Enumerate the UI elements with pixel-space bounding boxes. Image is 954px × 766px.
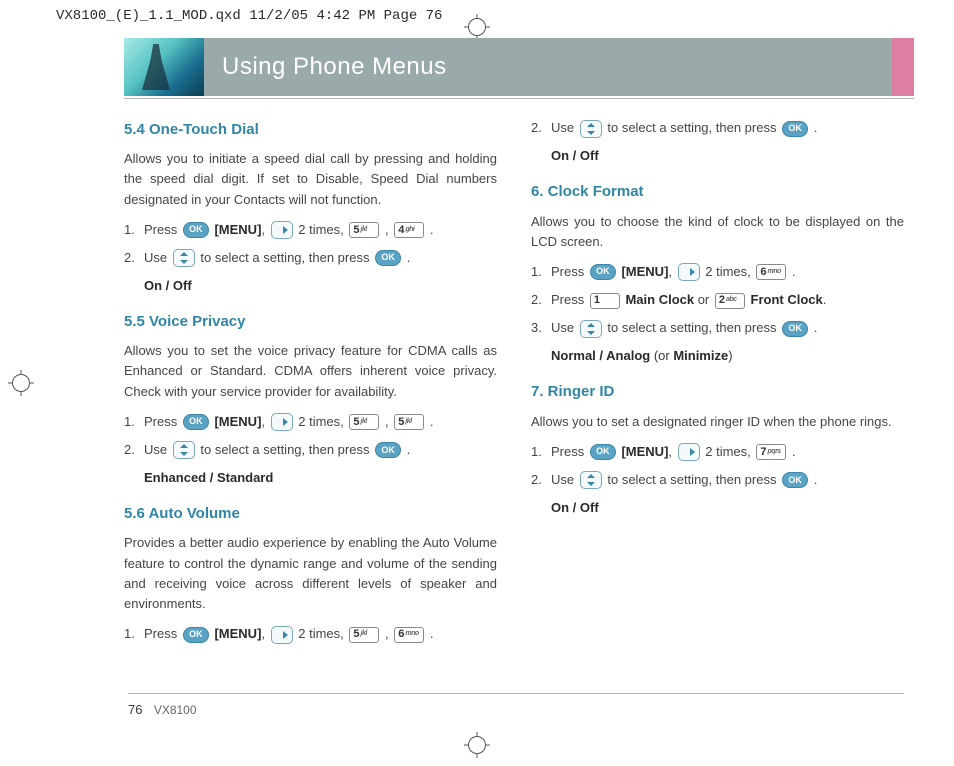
ok-key-icon: OK — [590, 444, 616, 460]
body-6: Allows you to choose the kind of clock t… — [531, 212, 904, 252]
step-6-1: 1. Press OK [MENU], 2 times, 6mno . — [531, 262, 904, 282]
left-column: 5.4 One-Touch Dial Allows you to initiat… — [124, 118, 497, 652]
ok-key-icon: OK — [183, 222, 209, 238]
step-6-3: 3. Use to select a setting, then press O… — [531, 318, 904, 338]
content-columns: 5.4 One-Touch Dial Allows you to initiat… — [124, 118, 904, 652]
ok-key-icon: OK — [782, 321, 808, 337]
crop-mark-left — [8, 370, 34, 396]
nav-right-icon — [678, 443, 700, 461]
right-column: 2. Use to select a setting, then press O… — [531, 118, 904, 652]
crop-mark-top — [464, 14, 490, 40]
options-5-4: On / Off — [144, 276, 497, 296]
step-6-2: 2. Press 1 Main Clock or 2abc Front Cloc… — [531, 290, 904, 310]
ok-key-icon: OK — [183, 627, 209, 643]
options-6: Normal / Analog (or Minimize) — [551, 346, 904, 366]
key-6-icon: 6mno — [394, 627, 424, 643]
nav-updown-icon — [173, 441, 195, 459]
nav-right-icon — [271, 413, 293, 431]
body-5-5: Allows you to set the voice privacy feat… — [124, 341, 497, 401]
key-6-icon: 6mno — [756, 264, 786, 280]
key-5-icon: 5jkl — [394, 414, 424, 430]
nav-updown-icon — [580, 471, 602, 489]
page-footer: 76 VX8100 — [128, 693, 904, 720]
options-5-6: On / Off — [551, 146, 904, 166]
step-5-5-2: 2. Use to select a setting, then press O… — [124, 440, 497, 460]
body-5-6: Provides a better audio experience by en… — [124, 533, 497, 614]
crop-mark-header: VX8100_(E)_1.1_MOD.qxd 11/2/05 4:42 PM P… — [56, 6, 442, 28]
crop-mark-bottom — [464, 732, 490, 758]
heading-6: 6. Clock Format — [531, 180, 904, 203]
key-1-icon: 1 — [590, 293, 620, 309]
body-7: Allows you to set a designated ringer ID… — [531, 412, 904, 432]
heading-5-4: 5.4 One-Touch Dial — [124, 118, 497, 141]
step-5-6-2: 2. Use to select a setting, then press O… — [531, 118, 904, 138]
nav-updown-icon — [580, 320, 602, 338]
step-7-1: 1. Press OK [MENU], 2 times, 7pqrs . — [531, 442, 904, 462]
nav-right-icon — [271, 221, 293, 239]
header-band: Using Phone Menus — [124, 38, 914, 96]
nav-right-icon — [271, 626, 293, 644]
nav-right-icon — [678, 263, 700, 281]
heading-5-5: 5.5 Voice Privacy — [124, 310, 497, 333]
options-7: On / Off — [551, 498, 904, 518]
options-5-5: Enhanced / Standard — [144, 468, 497, 488]
step-7-2: 2. Use to select a setting, then press O… — [531, 470, 904, 490]
header-thumbnail-image — [124, 38, 204, 96]
page-area: Using Phone Menus 5.4 One-Touch Dial All… — [68, 38, 914, 726]
key-4-icon: 4ghi — [394, 222, 424, 238]
nav-updown-icon — [580, 120, 602, 138]
heading-5-6: 5.6 Auto Volume — [124, 502, 497, 525]
footer-model: VX8100 — [154, 703, 197, 717]
key-5-icon: 5jkl — [349, 414, 379, 430]
page-number: 76 — [128, 702, 142, 717]
step-5-4-1: 1. Press OK [MENU], 2 times, 5jkl , 4ghi… — [124, 220, 497, 240]
ok-key-icon: OK — [590, 264, 616, 280]
ok-key-icon: OK — [782, 472, 808, 488]
step-5-4-2: 2. Use to select a setting, then press O… — [124, 248, 497, 268]
ok-key-icon: OK — [375, 250, 401, 266]
key-2-icon: 2abc — [715, 293, 745, 309]
page-title: Using Phone Menus — [204, 38, 892, 96]
header-rule — [124, 98, 914, 99]
step-5-6-1: 1. Press OK [MENU], 2 times, 5jkl , 6mno… — [124, 624, 497, 644]
heading-7: 7. Ringer ID — [531, 380, 904, 403]
step-5-5-1: 1. Press OK [MENU], 2 times, 5jkl , 5jkl… — [124, 412, 497, 432]
key-5-icon: 5jkl — [349, 627, 379, 643]
key-7-icon: 7pqrs — [756, 444, 786, 460]
section-tab — [892, 38, 914, 96]
ok-key-icon: OK — [183, 414, 209, 430]
body-5-4: Allows you to initiate a speed dial call… — [124, 149, 497, 209]
ok-key-icon: OK — [375, 442, 401, 458]
ok-key-icon: OK — [782, 121, 808, 137]
nav-updown-icon — [173, 249, 195, 267]
key-5-icon: 5jkl — [349, 222, 379, 238]
